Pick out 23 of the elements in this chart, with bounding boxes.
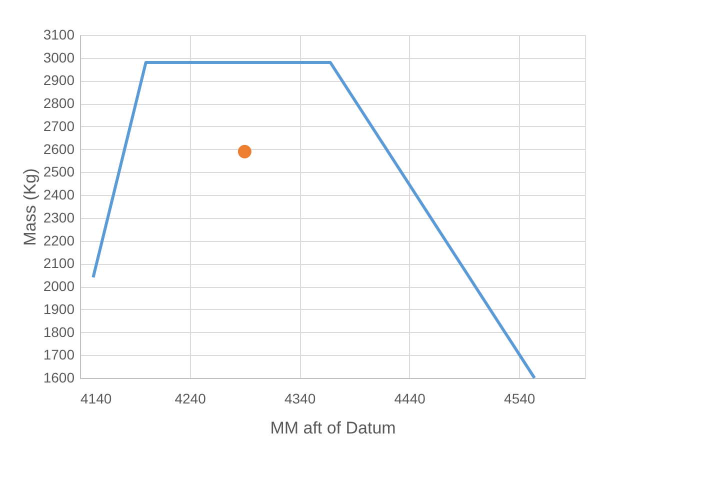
y-axis-title: Mass (Kg)	[20, 168, 40, 246]
y-tick-label: 2700	[43, 118, 75, 134]
y-tick-label: 1800	[43, 324, 75, 340]
x-tick-label: 4240	[174, 390, 206, 406]
y-tick-label: 2800	[43, 95, 75, 112]
x-tick-label: 4440	[394, 390, 426, 406]
x-tick-label: 4540	[504, 390, 536, 406]
x-axis-title: MM aft of Datum	[270, 418, 396, 438]
y-tick-label: 3000	[43, 49, 75, 66]
y-tick-label: 2000	[43, 278, 75, 294]
y-tick-label: 2300	[43, 209, 75, 226]
y-tick-label: 2100	[43, 255, 75, 272]
y-tick-label: 2900	[43, 72, 75, 88]
y-tick-label: 2600	[43, 140, 75, 157]
y-tick-label: 1700	[43, 346, 75, 363]
y-tick-label: 1600	[43, 370, 75, 386]
y-tick-label: 1900	[43, 300, 75, 317]
y-tick-label: 2400	[43, 186, 75, 203]
x-tick-label: 4340	[284, 390, 316, 406]
x-tick-label: 4140	[80, 390, 112, 406]
y-tick-label: 2200	[43, 232, 75, 248]
y-tick-label: 3100	[43, 26, 75, 42]
y-tick-label: 2500	[43, 164, 75, 180]
